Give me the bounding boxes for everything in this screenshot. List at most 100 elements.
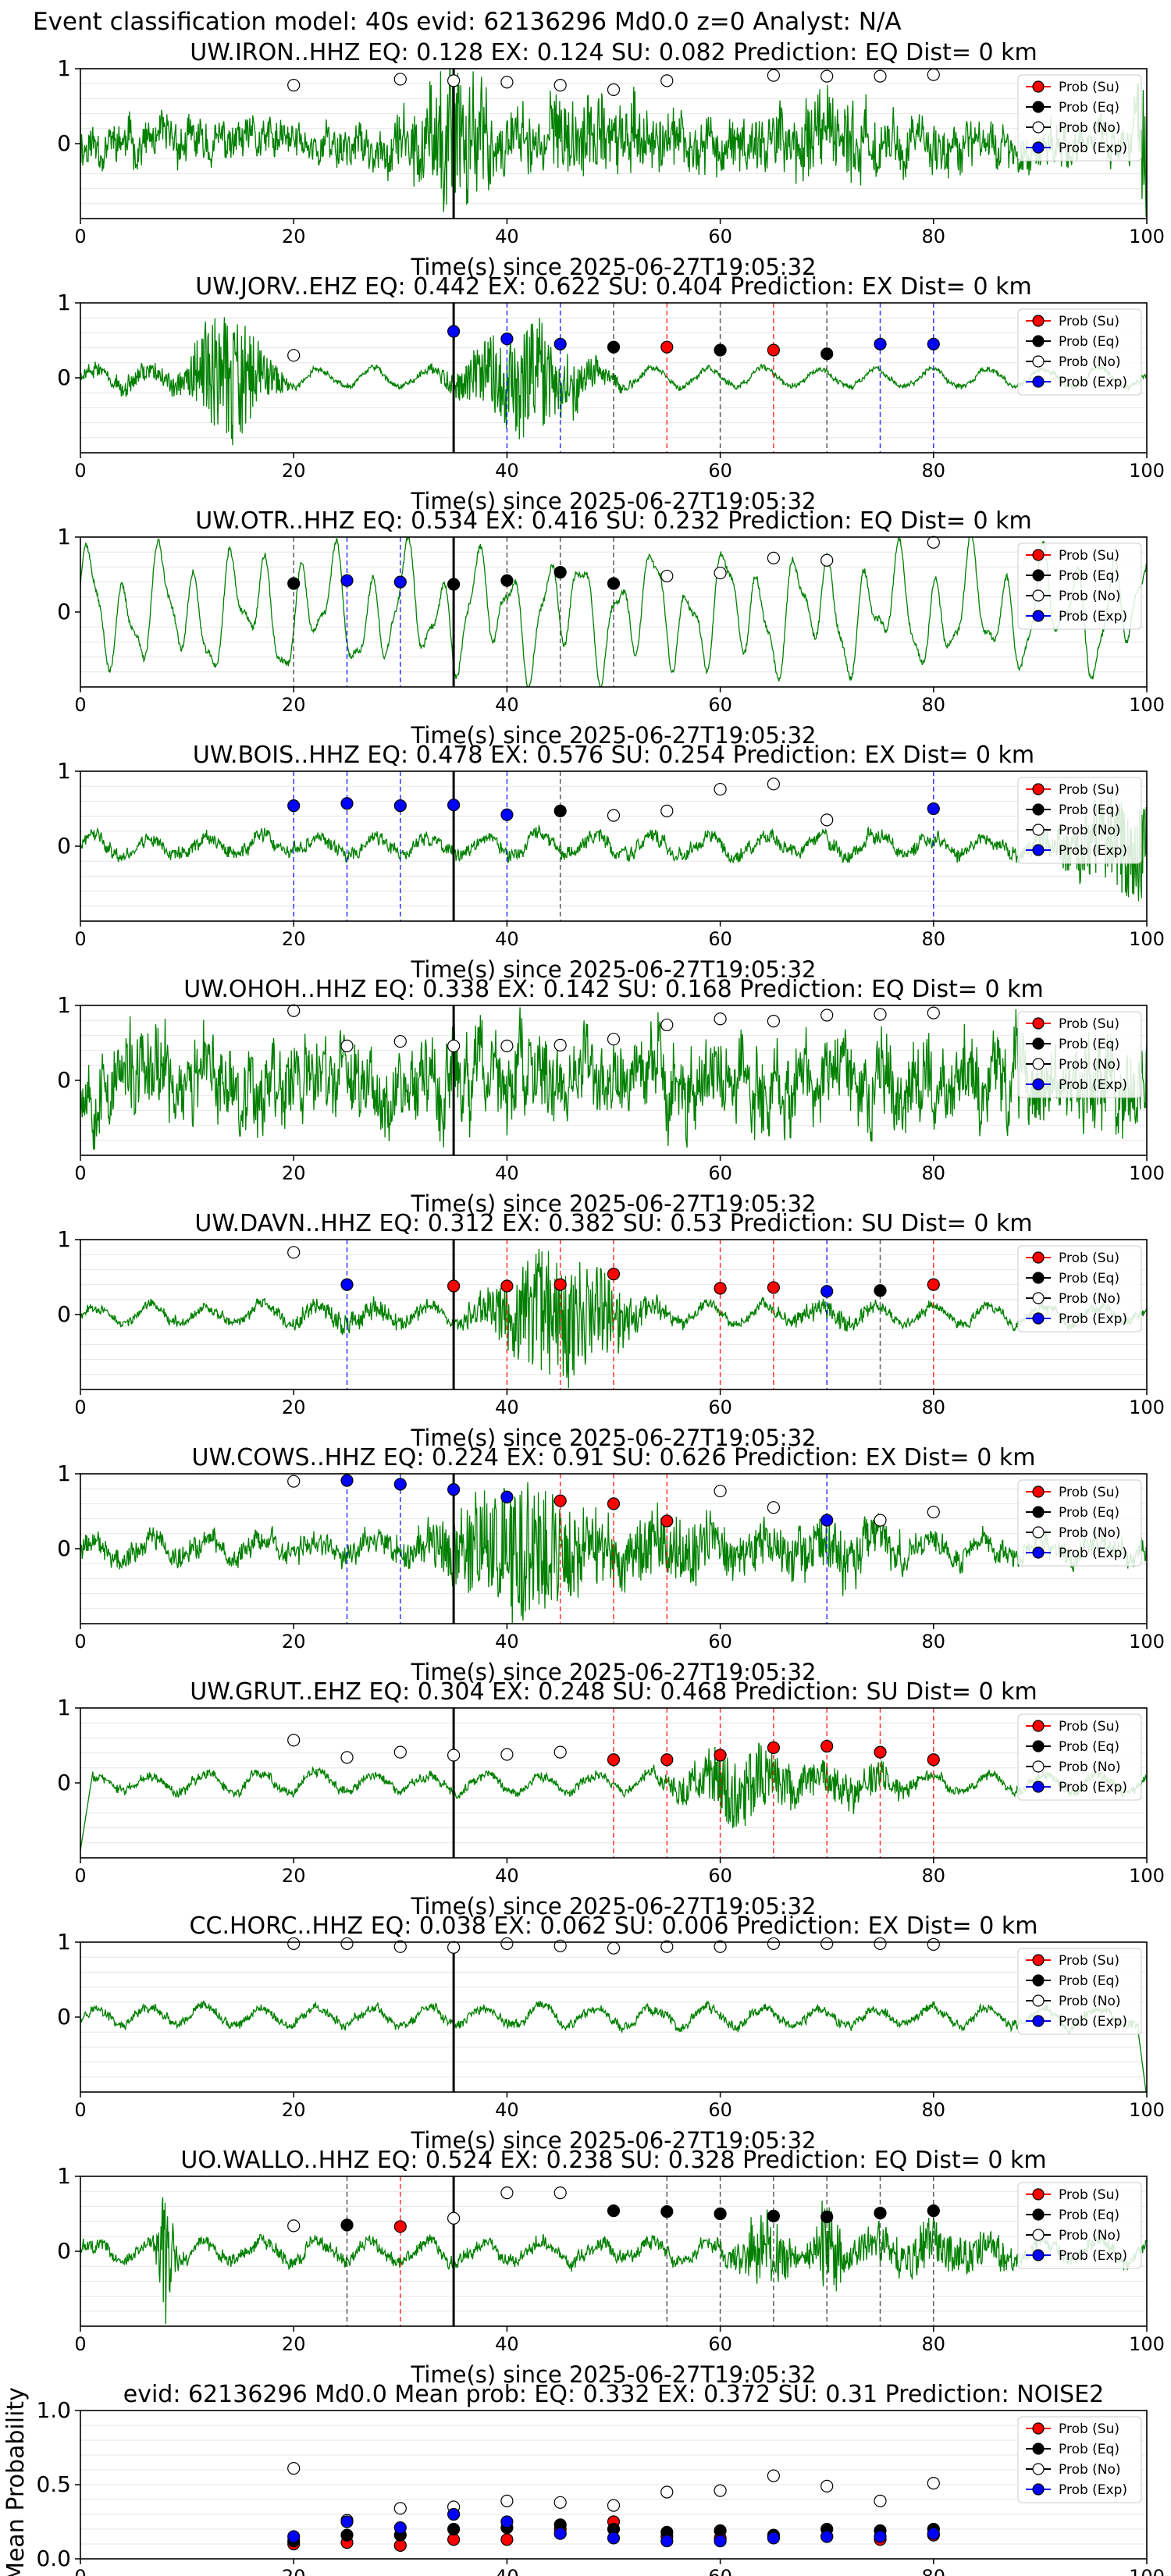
prob-marker-exp [553, 337, 567, 350]
legend-label-exp: Prob (Exp) [1059, 2482, 1127, 2498]
y-tick-label: 1 [57, 290, 71, 315]
prob-marker-exp [500, 1490, 514, 1503]
prob-marker-no [393, 1745, 407, 1759]
legend-marker-exp [1032, 1078, 1045, 1091]
x-tick-label: 20 [282, 2099, 306, 2121]
prob-marker-no [287, 1246, 301, 1259]
y-tick-label: 0 [57, 1067, 71, 1093]
legend-label-exp: Prob (Exp) [1059, 1077, 1127, 1093]
legend-label-su: Prob (Su) [1059, 2421, 1119, 2437]
prob-marker-su [607, 1268, 621, 1281]
prob-marker-no [660, 569, 674, 583]
prob-marker-eq [874, 1284, 887, 1297]
mean-marker-exp [714, 2535, 727, 2548]
prob-marker-no [660, 1940, 674, 1953]
y-tick-label: 0 [57, 1535, 71, 1561]
prob-marker-su [874, 1745, 887, 1759]
prob-marker-exp [447, 1483, 461, 1496]
legend-label-exp: Prob (Exp) [1059, 375, 1127, 390]
prob-marker-no [287, 349, 301, 362]
legend-label-su: Prob (Su) [1059, 548, 1119, 564]
prob-marker-eq [820, 2210, 834, 2223]
x-tick-label: 20 [282, 1631, 306, 1653]
x-tick-label: 80 [922, 928, 946, 950]
legend-label-eq: Prob (Eq) [1059, 2208, 1119, 2223]
legend-marker-su [1032, 315, 1045, 327]
legend-frame [1017, 543, 1142, 630]
legend-marker-no [1032, 355, 1045, 368]
legend-label-exp: Prob (Exp) [1059, 2014, 1127, 2030]
prob-marker-eq [607, 2204, 621, 2218]
prob-marker-exp [340, 1278, 354, 1291]
legend-label-no: Prob (No) [1059, 120, 1121, 136]
y-tick-label: 1.0 [36, 2397, 71, 2423]
prob-marker-eq [607, 577, 621, 590]
prob-marker-no [607, 1033, 621, 1046]
prob-marker-exp [500, 808, 514, 821]
prob-marker-su [767, 1741, 781, 1754]
prob-marker-exp [287, 799, 301, 813]
legend-frame [1017, 1713, 1142, 1801]
prob-marker-eq [553, 566, 567, 579]
x-tick-label: 0 [74, 694, 86, 716]
legend-marker-exp [1032, 2015, 1045, 2027]
legend-frame [1017, 308, 1142, 396]
plot-area [80, 1005, 1147, 1155]
x-tick-label: 60 [708, 1865, 732, 1887]
prob-marker-no [340, 1039, 354, 1052]
x-tick-label: 40 [495, 1397, 519, 1418]
legend-marker-no [1032, 1994, 1045, 2007]
legend-marker-su [1032, 1017, 1045, 1030]
panel-title: UO.WALLO..HHZ EQ: 0.524 EX: 0.238 SU: 0.… [180, 2147, 1046, 2174]
prob-marker-no [660, 74, 674, 87]
legend-marker-exp [1032, 375, 1045, 388]
y-tick-label: 1 [57, 1695, 71, 1720]
x-tick-label: 20 [282, 928, 306, 950]
x-tick-label: 0 [74, 1162, 86, 1184]
prob-marker-eq [927, 2204, 940, 2218]
prob-marker-exp [927, 337, 940, 350]
legend-label-exp: Prob (Exp) [1059, 609, 1127, 624]
legend-label-eq: Prob (Eq) [1059, 802, 1119, 818]
mean-marker-no [767, 2469, 781, 2482]
legend-label-eq: Prob (Eq) [1059, 1505, 1119, 1521]
legend-marker-no [1032, 2463, 1045, 2475]
x-tick-label: 0 [74, 460, 86, 482]
x-axis-label: Time(s) since 2025-06-27T19:05:32 [411, 1893, 817, 1920]
mean-marker-eq [340, 2528, 354, 2542]
legend-marker-eq [1032, 803, 1045, 816]
legend-label-eq: Prob (Eq) [1059, 1271, 1119, 1286]
x-tick-label: 80 [922, 460, 946, 482]
legend-label-su: Prob (Su) [1059, 80, 1119, 95]
prob-marker-eq [607, 340, 621, 354]
prob-marker-eq [340, 2218, 354, 2232]
mean-marker-exp [927, 2527, 940, 2540]
y-tick-label: 0 [57, 1770, 71, 1795]
waveform-trace [80, 1248, 1147, 1389]
mean-marker-no [607, 2499, 621, 2512]
prob-marker-exp [874, 337, 887, 350]
x-tick-label: 100 [1129, 1397, 1165, 1418]
legend-label-no: Prob (No) [1059, 2228, 1121, 2243]
mean-marker-exp [607, 2532, 621, 2545]
x-tick-label: 40 [495, 1865, 519, 1887]
legend-label-eq: Prob (Eq) [1059, 1739, 1119, 1755]
y-tick-label: 1 [57, 992, 71, 1018]
legend-marker-exp [1032, 2483, 1045, 2496]
legend-label-su: Prob (Su) [1059, 2187, 1119, 2203]
legend-marker-eq [1032, 1740, 1045, 1752]
prob-marker-su [660, 1514, 674, 1528]
panel-title: UW.OTR..HHZ EQ: 0.534 EX: 0.416 SU: 0.23… [195, 507, 1031, 535]
x-tick-label: 0 [74, 2333, 86, 2355]
x-tick-label: 60 [708, 2333, 732, 2355]
x-tick-label: 40 [495, 2099, 519, 2121]
prob-marker-no [553, 1038, 567, 1051]
y-tick-label: 0 [57, 2004, 71, 2030]
waveform-trace [80, 1007, 1147, 1150]
x-tick-label: 80 [922, 1865, 946, 1887]
prob-marker-no [714, 1484, 727, 1498]
prob-marker-su [927, 1753, 940, 1767]
legend-marker-no [1032, 1292, 1045, 1304]
x-tick-label: 60 [708, 2566, 732, 2576]
